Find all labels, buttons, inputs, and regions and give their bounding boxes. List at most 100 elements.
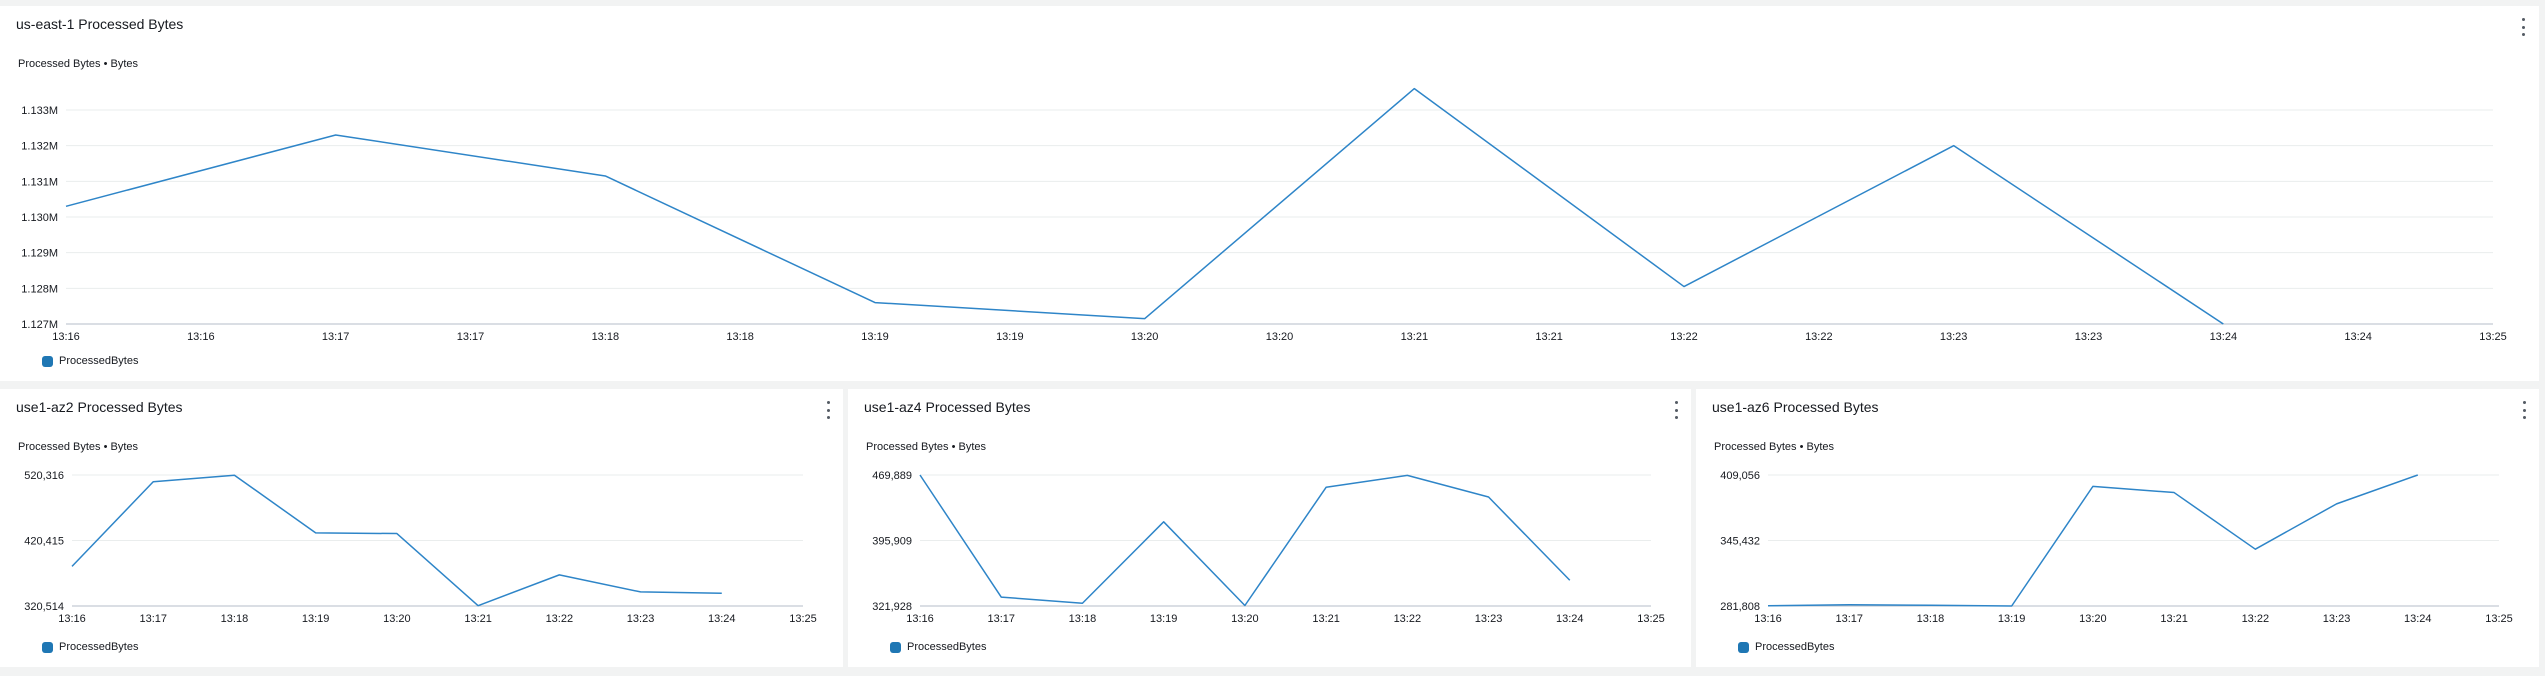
data-point[interactable]	[232, 473, 236, 477]
widget-us-east-1: us-east-1 Processed Bytes Processed Byte…	[0, 6, 2539, 381]
chart-legend[interactable]: ProcessedBytes	[1738, 641, 1834, 653]
data-point[interactable]	[1405, 473, 1409, 477]
data-point[interactable]	[2253, 547, 2257, 551]
x-tick-label: 13:18	[1069, 613, 1097, 625]
data-point[interactable]	[64, 204, 68, 208]
data-point[interactable]	[1682, 285, 1686, 289]
x-tick-label: 13:24	[1556, 613, 1584, 625]
data-point[interactable]	[557, 573, 561, 577]
x-tick-label: 13:23	[2075, 331, 2103, 343]
series-line-processedbytes[interactable]	[65, 87, 2224, 325]
y-tick-label: 1.127M	[21, 319, 58, 331]
data-point[interactable]	[2416, 473, 2420, 477]
x-tick-label: 13:22	[1394, 613, 1422, 625]
x-tick-label: 13:17	[139, 613, 167, 625]
x-tick-label: 13:21	[464, 613, 492, 625]
data-point[interactable]	[395, 532, 399, 536]
y-tick-label: 1.133M	[21, 105, 58, 117]
vertical-ellipsis-icon[interactable]	[821, 401, 835, 419]
data-point[interactable]	[1324, 485, 1328, 489]
data-point[interactable]	[2335, 502, 2339, 506]
x-tick-label: 13:18	[726, 331, 754, 343]
y-tick-label: 281,808	[1720, 601, 1760, 613]
x-tick-label: 13:21	[2160, 613, 2188, 625]
data-point[interactable]	[918, 473, 922, 477]
data-point[interactable]	[603, 174, 607, 178]
data-point[interactable]	[720, 591, 724, 595]
widget-title: use1-az6 Processed Bytes	[1712, 399, 1879, 415]
widget-title: use1-az2 Processed Bytes	[16, 399, 183, 415]
x-tick-label: 13:19	[302, 613, 330, 625]
x-tick-label: 13:16	[52, 331, 80, 343]
data-point[interactable]	[1080, 601, 1084, 605]
data-point[interactable]	[873, 301, 877, 305]
widget-use1-az6: use1-az6 Processed Bytes Processed Bytes…	[1696, 389, 2539, 667]
chart-subtitle: Processed Bytes • Bytes	[866, 441, 987, 453]
vertical-ellipsis-icon[interactable]	[2517, 401, 2531, 419]
data-point[interactable]	[2010, 604, 2014, 608]
data-point[interactable]	[1766, 604, 1770, 608]
y-tick-label: 1.128M	[21, 283, 58, 295]
series-line-processedbytes[interactable]	[1767, 474, 2419, 607]
data-point[interactable]	[2091, 484, 2095, 488]
legend-swatch	[42, 641, 53, 653]
legend-label: ProcessedBytes	[1755, 641, 1835, 653]
data-point[interactable]	[639, 590, 643, 594]
data-point[interactable]	[999, 595, 1003, 599]
legend-swatch	[1738, 641, 1749, 653]
data-point[interactable]	[334, 133, 338, 137]
chart-legend[interactable]: ProcessedBytes	[42, 641, 138, 653]
vertical-ellipsis-icon[interactable]	[1669, 401, 1683, 419]
legend-label: ProcessedBytes	[907, 641, 987, 653]
data-point[interactable]	[1487, 495, 1491, 499]
x-tick-label: 13:20	[1231, 613, 1259, 625]
x-tick-label: 13:20	[383, 613, 411, 625]
x-tick-label: 13:24	[708, 613, 736, 625]
data-point[interactable]	[1243, 603, 1247, 607]
y-tick-label: 1.130M	[21, 212, 58, 224]
y-tick-label: 320,514	[24, 601, 64, 613]
widget-use1-az2: use1-az2 Processed Bytes Processed Bytes…	[0, 389, 843, 667]
y-tick-label: 1.129M	[21, 248, 58, 260]
data-point[interactable]	[1847, 603, 1851, 607]
x-tick-label: 13:24	[2404, 613, 2432, 625]
x-tick-label: 13:25	[2485, 613, 2513, 625]
legend-swatch	[890, 641, 901, 653]
y-tick-label: 520,316	[24, 470, 64, 482]
data-point[interactable]	[1928, 603, 1932, 607]
series-line-processedbytes[interactable]	[919, 474, 1571, 607]
line-chart: 321,928 395,909 469,889 13:16 13:17 13:18 13:1…	[872, 470, 1665, 625]
chart-legend[interactable]: ProcessedBytes	[890, 641, 986, 653]
chart-subtitle: Processed Bytes • Bytes	[1714, 441, 1835, 453]
data-point[interactable]	[2221, 322, 2225, 326]
data-point[interactable]	[314, 531, 318, 535]
legend-label: ProcessedBytes	[59, 641, 139, 653]
line-chart: 281,808 345,432 409,056 13:16 13:17 13:18 13:1…	[1720, 470, 2513, 625]
data-point[interactable]	[1162, 520, 1166, 524]
y-tick-label: 1.132M	[21, 141, 58, 153]
data-point[interactable]	[1952, 144, 1956, 148]
x-tick-label: 13:22	[1670, 331, 1698, 343]
x-tick-label: 13:16	[1754, 613, 1782, 625]
x-tick-label: 13:17	[457, 331, 485, 343]
data-point[interactable]	[2172, 491, 2176, 495]
x-tick-label: 13:19	[1150, 613, 1178, 625]
data-point[interactable]	[1143, 317, 1147, 321]
widget-use1-az4: use1-az4 Processed Bytes Processed Bytes…	[848, 389, 1691, 667]
x-tick-label: 13:21	[1401, 331, 1429, 343]
series-line-processedbytes[interactable]	[71, 474, 722, 607]
data-point[interactable]	[151, 480, 155, 484]
y-tick-label: 345,432	[1720, 536, 1760, 548]
data-point[interactable]	[70, 564, 74, 568]
x-tick-label: 13:24	[2344, 331, 2372, 343]
chart-legend[interactable]: ProcessedBytes	[42, 355, 138, 367]
data-point[interactable]	[1568, 578, 1572, 582]
x-tick-label: 13:22	[546, 613, 574, 625]
x-tick-label: 13:20	[2079, 613, 2107, 625]
data-point[interactable]	[1412, 87, 1416, 91]
x-tick-label: 13:21	[1312, 613, 1340, 625]
data-point[interactable]	[476, 604, 480, 608]
vertical-ellipsis-icon[interactable]	[2516, 18, 2530, 36]
line-chart: 1.127M 1.128M 1.129M 1.130M 1.131M 1.132M 1.13…	[21, 87, 2507, 343]
x-tick-label: 13:25	[1637, 613, 1665, 625]
